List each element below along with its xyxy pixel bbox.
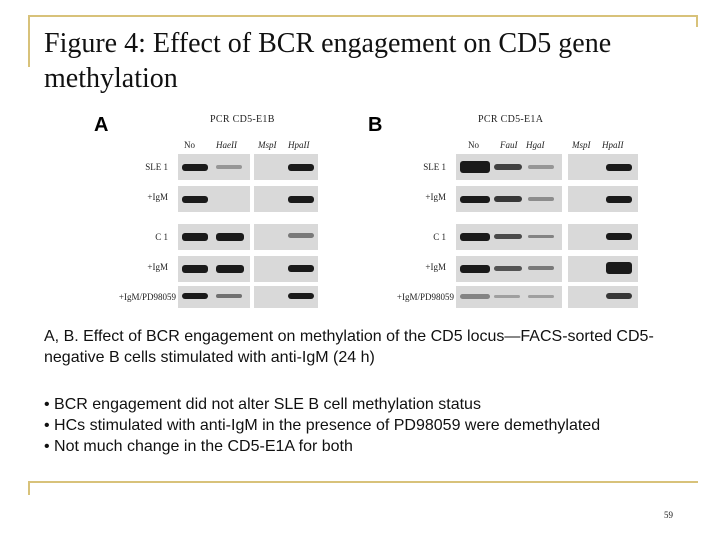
slide-frame-bottom-left-line (28, 481, 30, 495)
gel-band (528, 165, 554, 169)
panel-a-lane-label: HaeII (216, 140, 237, 150)
panel-a-row-label: +IgM/PD98059 (118, 292, 176, 302)
gel-band (288, 164, 314, 171)
panel-a-row-label: +IgM (147, 192, 168, 202)
slide-frame-top-line (28, 15, 698, 17)
gel-band (288, 196, 314, 203)
slide-frame-bottom-line (28, 481, 698, 483)
panel-b-lane-label: MspI (572, 140, 591, 150)
gel-band (460, 265, 490, 273)
gel-band (606, 293, 632, 299)
panel-b-lane-label: HpaII (602, 140, 624, 150)
gel-band (460, 294, 490, 299)
gel-band (528, 197, 554, 201)
slide-frame-left-line (28, 15, 30, 67)
page-number: 59 (664, 510, 673, 520)
panel-a-pcr-label: PCR CD5-E1B (210, 114, 275, 125)
panel-b-lane-label: No (468, 140, 479, 150)
gel-band (528, 266, 554, 270)
gel-band (494, 295, 520, 298)
panel-b-row-label: C 1 (433, 232, 446, 242)
gel-band (460, 233, 490, 241)
panel-b-lane-label: FauI (500, 140, 518, 150)
gel-strip (456, 286, 562, 308)
gel-band (606, 233, 632, 240)
gel-band (460, 161, 490, 173)
gel-band (288, 293, 314, 299)
gel-band (494, 196, 522, 202)
gel-strip (178, 286, 250, 308)
panel-a-lane-label: MspI (258, 140, 277, 150)
panel-a-lane-label: No (184, 140, 195, 150)
gel-band (606, 196, 632, 203)
finding-item: • BCR engagement did not alter SLE B cel… (44, 396, 481, 413)
gel-figure-panel-a: A PCR CD5-E1B No HaeII MspI HpaII SLE 1 … (92, 110, 332, 310)
panel-b-row-label: +IgM (425, 262, 446, 272)
gel-band (216, 165, 242, 169)
findings-list: • BCR engagement did not alter SLE B cel… (44, 394, 664, 457)
figure-caption: A, B. Effect of BCR engagement on methyl… (44, 328, 654, 366)
slide-frame-right-line (696, 15, 698, 27)
panel-a-row-label: SLE 1 (145, 162, 168, 172)
gel-band (460, 196, 490, 203)
gel-band (216, 294, 242, 298)
panel-b-row-label: +IgM/PD98059 (396, 292, 454, 302)
panel-a-letter: A (94, 114, 109, 136)
gel-band (182, 293, 208, 299)
gel-band (494, 164, 522, 170)
panel-a-row-label: +IgM (147, 262, 168, 272)
gel-band (216, 233, 244, 241)
finding-item: • HCs stimulated with anti-IgM in the pr… (44, 417, 601, 434)
gel-band (494, 266, 522, 271)
gel-band (494, 234, 522, 239)
slide-title: Figure 4: Effect of BCR engagement on CD… (44, 28, 612, 94)
gel-band (182, 265, 208, 273)
finding-item: • Not much change in the CD5-E1A for bot… (44, 438, 353, 455)
gel-band (182, 164, 208, 171)
panel-b-row-label: SLE 1 (423, 162, 446, 172)
gel-figure-panel-b: B PCR CD5-E1A No FauI HgaI MspI HpaII SL… (360, 110, 660, 310)
gel-band (288, 233, 314, 238)
panel-b-lane-label: HgaI (526, 140, 545, 150)
panel-a-lane-label: HpaII (288, 140, 310, 150)
gel-band (606, 262, 632, 274)
gel-band (182, 233, 208, 241)
gel-band (528, 295, 554, 298)
panel-a-row-label: C 1 (155, 232, 168, 242)
panel-b-row-label: +IgM (425, 192, 446, 202)
gel-band (606, 164, 632, 171)
gel-strip (568, 286, 638, 308)
gel-band (216, 265, 244, 273)
gel-band (528, 235, 554, 238)
panel-b-letter: B (368, 114, 383, 136)
panel-b-pcr-label: PCR CD5-E1A (478, 114, 544, 125)
gel-strip (254, 286, 318, 308)
gel-band (182, 196, 208, 203)
gel-band (288, 265, 314, 272)
